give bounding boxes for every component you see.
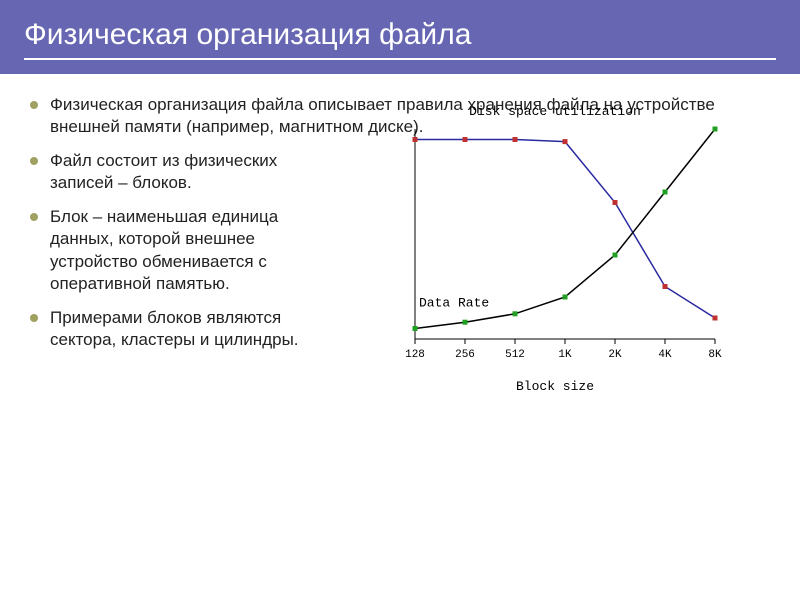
x-tick-label: 1K	[558, 349, 572, 361]
line-chart: 128 256 512 1K 2K 4K 8K Data Rate	[375, 119, 735, 379]
marker-data-rate	[513, 311, 518, 316]
bullet-dot-icon	[30, 101, 38, 109]
bullet-item: Блок – наименьшая единица данных, которо…	[30, 206, 330, 294]
x-tick-label: 512	[505, 349, 525, 361]
x-tick-label: 128	[405, 349, 425, 361]
x-tick-label: 8K	[708, 349, 722, 361]
bullet-dot-icon	[30, 314, 38, 322]
bullet-text: Примерами блоков являются сектора, класт…	[50, 307, 330, 351]
bullet-text: Блок – наименьшая единица данных, которо…	[50, 206, 330, 294]
marker-data-rate	[713, 127, 718, 132]
marker-disk-utilization	[613, 200, 618, 205]
slide-title: Физическая организация файла	[24, 18, 776, 52]
bullet-item: Примерами блоков являются сектора, класт…	[30, 307, 330, 351]
marker-disk-utilization	[513, 137, 518, 142]
chart-title: Disk space utilization	[340, 104, 770, 119]
x-tick-label: 2K	[608, 349, 622, 361]
bullet-dot-icon	[30, 213, 38, 221]
data-rate-label: Data Rate	[419, 296, 489, 311]
series-line-disk-utilization	[415, 140, 715, 319]
bullet-dot-icon	[30, 157, 38, 165]
bullet-list: Физическая организация файла описывает п…	[30, 94, 330, 351]
marker-data-rate	[563, 295, 568, 300]
x-tick-label: 256	[455, 349, 475, 361]
slide-header: Физическая организация файла	[0, 0, 800, 74]
bullet-text: Файл состоит из физических записей – бло…	[50, 150, 330, 194]
marker-data-rate	[613, 253, 618, 258]
bullet-column: Физическая организация файла описывает п…	[30, 94, 340, 394]
chart-xlabel: Block size	[340, 379, 770, 394]
marker-data-rate	[413, 326, 418, 331]
marker-data-rate	[663, 190, 668, 195]
marker-data-rate	[463, 320, 468, 325]
marker-disk-utilization	[563, 139, 568, 144]
chart-area: Disk space utilization 128 256 512 1K 2K 4K 8K…	[340, 94, 770, 394]
x-tick-label: 4K	[658, 349, 672, 361]
marker-disk-utilization	[663, 284, 668, 289]
marker-disk-utilization	[413, 137, 418, 142]
content-area: Физическая организация файла описывает п…	[0, 74, 800, 414]
marker-disk-utilization	[713, 316, 718, 321]
bullet-item: Файл состоит из физических записей – бло…	[30, 150, 330, 194]
header-rule	[24, 58, 776, 60]
marker-disk-utilization	[463, 137, 468, 142]
